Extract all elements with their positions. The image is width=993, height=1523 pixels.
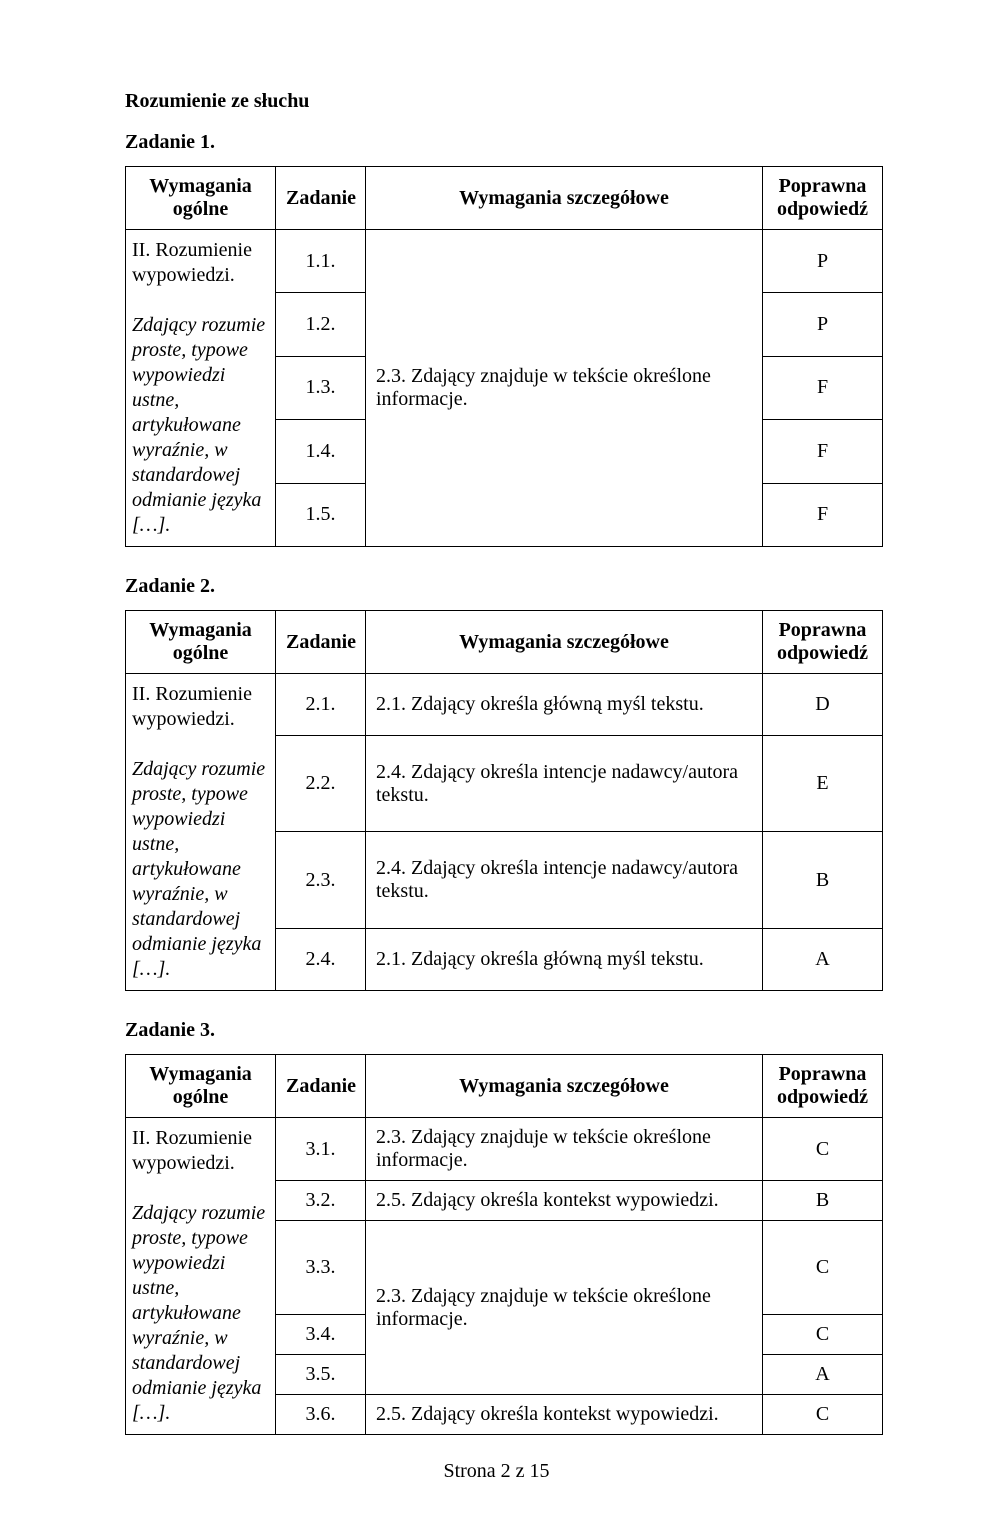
answer-cell: F xyxy=(763,420,883,483)
th-poprawna-odpowiedz: Poprawna odpowiedź xyxy=(763,1055,883,1118)
zadanie-number: 2.2. xyxy=(276,735,366,832)
zadanie-number: 3.6. xyxy=(276,1395,366,1435)
wymagania-szczegolowe-cell: 2.4. Zdający określa intencje nadawcy/au… xyxy=(366,735,763,832)
th-wymagania-ogolne: Wymagania ogólne xyxy=(126,611,276,674)
wymagania-ogolne-cell: II. Rozumienie wypowiedzi.Zdający rozumi… xyxy=(126,1118,276,1435)
answer-cell: A xyxy=(763,929,883,991)
th-poprawna-odpowiedz: Poprawna odpowiedź xyxy=(763,611,883,674)
zadanie-number: 2.3. xyxy=(276,832,366,929)
wymagania-szczegolowe-cell: 2.3. Zdający znajduje w tekście określon… xyxy=(366,1221,763,1395)
wymagania-szczegolowe-cell: 2.5. Zdający określa kontekst wypowiedzi… xyxy=(366,1395,763,1435)
zadanie-number: 1.3. xyxy=(276,356,366,419)
zadanie-number: 3.4. xyxy=(276,1315,366,1355)
task-title-3: Zadanie 3. xyxy=(125,1019,883,1042)
section-title: Rozumienie ze słuchu xyxy=(125,90,883,113)
table-zadanie-3: Wymagania ogólne Zadanie Wymagania szcze… xyxy=(125,1054,883,1435)
answer-cell: D xyxy=(763,674,883,736)
zadanie-number: 3.2. xyxy=(276,1181,366,1221)
wymagania-szczegolowe-cell: 2.4. Zdający określa intencje nadawcy/au… xyxy=(366,832,763,929)
zadanie-number: 1.4. xyxy=(276,420,366,483)
wymagania-szczegolowe-cell: 2.3. Zdający znajduje w tekście określon… xyxy=(366,1118,763,1181)
th-wymagania-ogolne: Wymagania ogólne xyxy=(126,1055,276,1118)
th-wymagania-ogolne: Wymagania ogólne xyxy=(126,167,276,230)
table-header-row: Wymagania ogólne Zadanie Wymagania szcze… xyxy=(126,1055,883,1118)
zadanie-number: 1.5. xyxy=(276,483,366,546)
wymagania-szczegolowe-cell: 2.5. Zdający określa kontekst wypowiedzi… xyxy=(366,1181,763,1221)
answer-cell: B xyxy=(763,832,883,929)
wymagania-ogolne-cell: II. Rozumienie wypowiedzi.Zdający rozumi… xyxy=(126,674,276,991)
th-wymagania-szczegolowe: Wymagania szczegółowe xyxy=(366,167,763,230)
table-header-row: Wymagania ogólne Zadanie Wymagania szcze… xyxy=(126,611,883,674)
table-row: II. Rozumienie wypowiedzi.Zdający rozumi… xyxy=(126,1118,883,1181)
table-zadanie-2: Wymagania ogólne Zadanie Wymagania szcze… xyxy=(125,610,883,991)
answer-cell: A xyxy=(763,1355,883,1395)
zadanie-number: 3.3. xyxy=(276,1221,366,1315)
th-zadanie: Zadanie xyxy=(276,1055,366,1118)
answer-cell: F xyxy=(763,483,883,546)
answer-cell: P xyxy=(763,230,883,293)
answer-cell: C xyxy=(763,1118,883,1181)
zadanie-number: 1.2. xyxy=(276,293,366,356)
th-zadanie: Zadanie xyxy=(276,167,366,230)
answer-cell: F xyxy=(763,356,883,419)
zadanie-number: 3.1. xyxy=(276,1118,366,1181)
th-wymagania-szczegolowe: Wymagania szczegółowe xyxy=(366,1055,763,1118)
answer-cell: C xyxy=(763,1221,883,1315)
answer-cell: P xyxy=(763,293,883,356)
table-row: II. Rozumienie wypowiedzi.Zdający rozumi… xyxy=(126,674,883,736)
page-footer: Strona 2 z 15 xyxy=(0,1460,993,1483)
wymagania-ogolne-cell: II. Rozumienie wypowiedzi.Zdający rozumi… xyxy=(126,230,276,547)
table-row: II. Rozumienie wypowiedzi.Zdający rozumi… xyxy=(126,230,883,293)
task-title-2: Zadanie 2. xyxy=(125,575,883,598)
answer-cell: C xyxy=(763,1395,883,1435)
wymagania-szczegolowe-cell: 2.1. Zdający określa główną myśl tekstu. xyxy=(366,674,763,736)
zadanie-number: 2.1. xyxy=(276,674,366,736)
th-poprawna-odpowiedz: Poprawna odpowiedź xyxy=(763,167,883,230)
table-header-row: Wymagania ogólne Zadanie Wymagania szcze… xyxy=(126,167,883,230)
th-wymagania-szczegolowe: Wymagania szczegółowe xyxy=(366,611,763,674)
zadanie-number: 3.5. xyxy=(276,1355,366,1395)
task-title-1: Zadanie 1. xyxy=(125,131,883,154)
wymagania-szczegolowe-cell: 2.3. Zdający znajduje w tekście określon… xyxy=(366,230,763,547)
wymagania-szczegolowe-cell: 2.1. Zdający określa główną myśl tekstu. xyxy=(366,929,763,991)
answer-cell: E xyxy=(763,735,883,832)
answer-cell: C xyxy=(763,1315,883,1355)
zadanie-number: 2.4. xyxy=(276,929,366,991)
answer-cell: B xyxy=(763,1181,883,1221)
zadanie-number: 1.1. xyxy=(276,230,366,293)
th-zadanie: Zadanie xyxy=(276,611,366,674)
table-zadanie-1: Wymagania ogólne Zadanie Wymagania szcze… xyxy=(125,166,883,547)
